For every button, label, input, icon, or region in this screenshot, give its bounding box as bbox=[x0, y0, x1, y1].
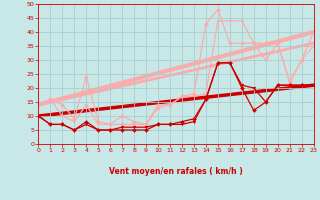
X-axis label: Vent moyen/en rafales ( km/h ): Vent moyen/en rafales ( km/h ) bbox=[109, 167, 243, 176]
